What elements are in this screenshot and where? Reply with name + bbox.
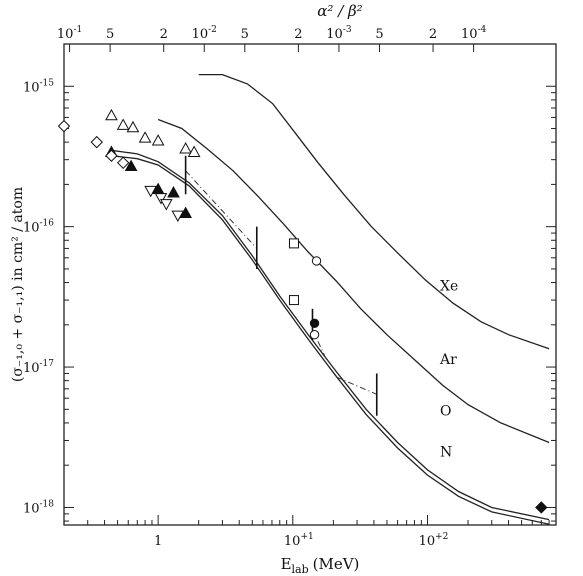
x2-tick-label-base: 2 xyxy=(294,27,302,42)
series-line-n xyxy=(111,155,550,525)
x2-tick-label-base: 10 xyxy=(57,27,74,42)
x2-tick-label: 5 xyxy=(241,27,249,42)
x2-tick-label-base: 10 xyxy=(192,27,209,42)
data-point-square-open xyxy=(288,295,299,306)
x2-tick-label: 2 xyxy=(294,27,302,42)
y-tick-label-exponent: -18 xyxy=(40,499,55,509)
y-tick-label-base: 10 xyxy=(23,221,40,236)
x-axis-title-unit: (MeV) xyxy=(313,555,360,573)
y-tick-label-exponent: -15 xyxy=(40,78,55,88)
data-point-triangle-up-open xyxy=(179,142,192,154)
y-tick-label: 10-16 xyxy=(23,219,54,236)
y-tick-label-base: 10 xyxy=(23,80,40,95)
x2-tick-label-base: 10 xyxy=(326,27,343,42)
x-axis-title-main: E xyxy=(281,555,292,573)
dashdot-segment xyxy=(185,170,258,249)
x-tick-label: 10+1 xyxy=(284,532,314,549)
theory-curves xyxy=(111,73,550,525)
x-axis-title: Elab (MeV) xyxy=(281,555,360,576)
data-point-diamond-filled xyxy=(535,501,548,514)
data-point-triangle-down-open xyxy=(171,210,185,223)
x2-tick-label: 10-3 xyxy=(326,25,352,42)
data-point-triangle-up-open xyxy=(151,134,165,146)
data-point-circle-filled xyxy=(309,318,320,328)
x2-tick-label-exponent: -3 xyxy=(343,25,352,35)
data-point-triangle-down-open xyxy=(144,185,158,198)
x-tick-label: 1 xyxy=(154,534,162,549)
series-line-ar xyxy=(157,118,550,444)
axis-and-series-labels: 10-1 5 2 10-2 5 2 10-3 5 2 10-41 10+1 10+210-1510-1… xyxy=(10,2,487,576)
data-point-diamond-open xyxy=(57,119,71,133)
plot-frame xyxy=(63,43,557,526)
x2-tick-label: 10-1 xyxy=(57,25,82,42)
series-label-n: N xyxy=(440,445,452,461)
data-point-triangle-down-open xyxy=(159,199,173,211)
data-point-diamond-open xyxy=(116,156,130,170)
data-point-square-open xyxy=(288,238,299,249)
x2-tick-label: 10-2 xyxy=(192,25,217,42)
x2-tick-label: 2 xyxy=(429,27,437,42)
x2-tick-label-exponent: -2 xyxy=(208,25,217,35)
axis-ticks xyxy=(63,43,557,525)
data-point-triangle-up-filled xyxy=(124,159,138,171)
x-tick-label-base: 10 xyxy=(284,534,301,549)
data-point-triangle-up-filled xyxy=(167,186,180,198)
plot-area-border xyxy=(63,43,557,526)
data-point-triangle-up-open xyxy=(126,120,140,133)
dashdot-and-error-bars xyxy=(184,155,378,416)
x2-tick-label: 2 xyxy=(160,27,168,42)
data-point-circle-open xyxy=(311,256,322,266)
x2-axis-title: α² / β² xyxy=(317,2,362,20)
x2-tick-label-exponent: -1 xyxy=(73,25,82,35)
data-point-triangle-down-open xyxy=(154,193,168,205)
experimental-markers xyxy=(57,108,548,514)
series-label-xe: Xe xyxy=(440,279,458,295)
y-tick-label: 10-17 xyxy=(23,359,54,376)
x2-tick-label-base: 5 xyxy=(375,27,383,42)
data-point-circle-open xyxy=(309,330,320,340)
y-tick-label-exponent: -16 xyxy=(40,219,55,229)
y-tick-label-base: 10 xyxy=(23,361,40,376)
x2-tick-label-base: 2 xyxy=(429,27,437,42)
x2-tick-label: 10-4 xyxy=(461,25,487,42)
x2-tick-label-base: 5 xyxy=(106,27,114,42)
x2-tick-label: 5 xyxy=(106,27,114,42)
data-point-triangle-up-open xyxy=(138,131,152,143)
y-tick-label: 10-18 xyxy=(23,499,54,516)
x-axis-title-subscript: lab xyxy=(292,563,309,576)
y-tick-label-exponent: -17 xyxy=(40,359,55,369)
data-point-triangle-up-open xyxy=(105,108,118,121)
x-tick-label-base: 1 xyxy=(154,534,162,549)
series-line-xe xyxy=(198,73,550,350)
x2-tick-label-base: 5 xyxy=(241,27,249,42)
y-tick-label-base: 10 xyxy=(23,501,40,516)
x2-tick-label-base: 10 xyxy=(461,27,478,42)
series-label-o: O xyxy=(440,404,451,420)
x2-tick-label-exponent: -4 xyxy=(477,25,486,35)
series-line-o xyxy=(111,149,550,521)
data-point-triangle-up-open xyxy=(187,145,201,157)
x-tick-label: 10+2 xyxy=(419,532,449,549)
x-tick-label-base: 10 xyxy=(419,534,436,549)
series-label-ar: Ar xyxy=(439,352,457,368)
x-tick-label-exponent: +1 xyxy=(300,532,313,542)
data-point-triangle-up-open xyxy=(116,118,130,130)
data-point-diamond-open xyxy=(90,135,103,149)
x2-tick-label: 5 xyxy=(375,27,383,42)
y-tick-label: 10-15 xyxy=(23,78,54,95)
dashdot-segment xyxy=(336,376,377,395)
y-axis-title: (σ₋₁,₀ + σ₋₁,₁) in cm² / atom xyxy=(10,187,26,382)
x2-tick-label-base: 2 xyxy=(160,27,168,42)
data-point-diamond-open xyxy=(105,149,118,162)
x-tick-label-exponent: +2 xyxy=(435,532,448,542)
